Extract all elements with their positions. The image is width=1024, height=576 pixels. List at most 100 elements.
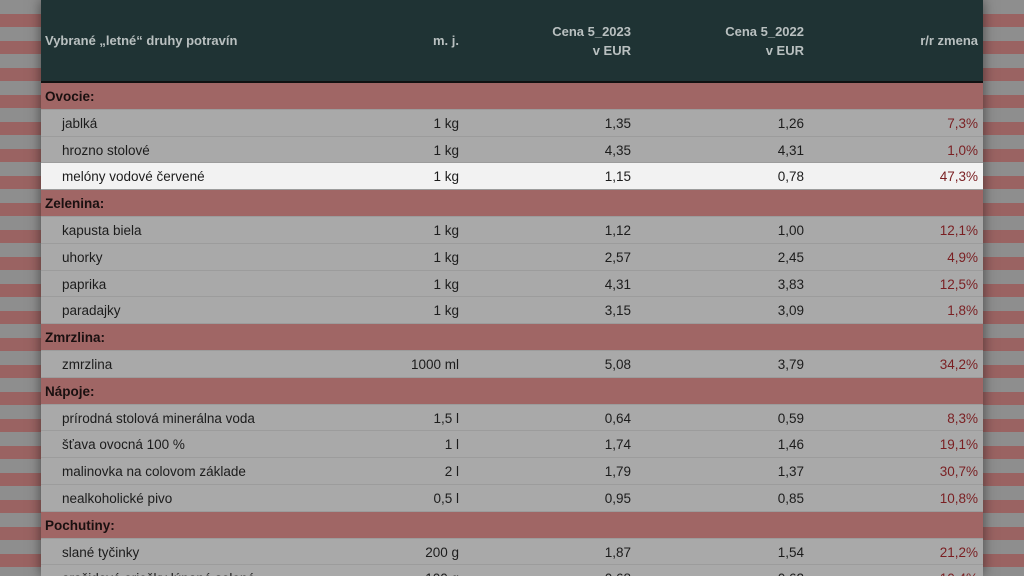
table-row: uhorky 1 kg 2,57 2,45 4,9%: [41, 243, 983, 271]
cell-p22: 2,45: [777, 249, 804, 265]
cell-name: šťava ovocná 100 %: [62, 437, 185, 453]
cell-p22: 0,62: [778, 571, 804, 576]
cell-unit: 1,5 l: [433, 410, 459, 426]
header-price-2023: Cena 5_2023 v EUR: [552, 24, 631, 58]
cell-name: Nápoje:: [45, 383, 95, 399]
cell-p22: 1,54: [777, 544, 804, 560]
blurred-background-left: [0, 0, 41, 576]
cell-unit: 100 g: [425, 571, 459, 576]
cell-p23: 3,15: [604, 303, 631, 319]
cell-p23: 4,35: [604, 142, 631, 158]
cell-p23: 1,35: [604, 115, 631, 131]
cell-p23: 4,31: [604, 276, 631, 292]
cell-name: jablká: [62, 115, 98, 131]
cell-unit: 1000 ml: [410, 356, 459, 372]
cell-p22: 1,37: [777, 464, 804, 480]
header-unit: m. j.: [432, 33, 459, 48]
cell-p22: 1,46: [777, 437, 804, 453]
cell-chg: 8,3%: [947, 410, 978, 426]
header-price-2023-line1: Cena 5_2023: [552, 24, 631, 39]
cell-chg: 1,8%: [947, 303, 978, 319]
blurred-background-right: [983, 0, 1024, 576]
cell-p23: 1,12: [604, 222, 631, 238]
cell-chg: 12,1%: [939, 222, 978, 238]
category-row: Nápoje:: [41, 377, 983, 405]
cell-chg: 34,2%: [939, 356, 978, 372]
cell-name: hrozno stolové: [62, 142, 150, 158]
cell-p22: 1,00: [777, 222, 804, 238]
table-row: jablká 1 kg 1,35 1,26 7,3%: [41, 109, 983, 137]
cell-name: Zelenina:: [45, 196, 105, 212]
cell-name: slané tyčinky: [62, 544, 140, 560]
cell-chg: 4,9%: [947, 249, 978, 265]
cell-unit: 1 kg: [433, 169, 459, 185]
cell-name: prírodná stolová minerálna voda: [62, 410, 255, 426]
cell-p22: 4,31: [777, 142, 804, 158]
cell-chg: 30,7%: [939, 464, 978, 480]
cell-name: arašidové oriešky lúpané solené: [62, 571, 255, 576]
table-row: hrozno stolové 1 kg 4,35 4,31 1,0%: [41, 136, 983, 164]
table-row: šťava ovocná 100 % 1 l 1,74 1,46 19,1%: [41, 431, 983, 459]
cell-p23: 2,57: [604, 249, 631, 265]
cell-unit: 1 l: [444, 437, 459, 453]
header-price-2022-line2: v EUR: [765, 43, 804, 58]
cell-p22: 3,83: [777, 276, 804, 292]
header-price-2022-line1: Cena 5_2022: [725, 24, 804, 39]
table-row: nealkoholické pivo 0,5 l 0,95 0,85 10,8%: [41, 484, 983, 512]
cell-unit: 1 kg: [433, 276, 459, 292]
cell-unit: 1 kg: [433, 142, 459, 158]
cell-p23: 1,87: [604, 544, 631, 560]
cell-chg: 10,4%: [940, 571, 978, 576]
cell-p22: 0,59: [777, 410, 804, 426]
table-row: arašidové oriešky lúpané solené 100 g 0,68…: [41, 565, 983, 576]
cell-unit: 200 g: [425, 544, 459, 560]
cell-p22: 0,85: [777, 490, 804, 506]
cell-unit: 1 kg: [433, 303, 459, 319]
cell-name: malinovka na colovom základe: [62, 464, 246, 480]
cell-p23: 1,79: [604, 464, 631, 480]
cell-name: paradajky: [62, 303, 121, 319]
cell-name: kapusta biela: [62, 222, 142, 238]
header-name: Vybrané „letné“ druhy potravín: [45, 33, 238, 48]
cell-name: Pochutiny:: [45, 517, 115, 533]
cell-p22: 3,79: [777, 356, 804, 372]
table-header: Vybrané „letné“ druhy potravín m. j. Cen…: [41, 0, 983, 83]
table-row: melóny vodové červené 1 kg 1,15 0,78 47,3%: [41, 163, 983, 191]
cell-name: nealkoholické pivo: [62, 490, 173, 506]
cell-name: Zmrzlina:: [45, 330, 106, 346]
cell-name: zmrzlina: [62, 356, 113, 372]
cell-p22: 0,78: [777, 169, 804, 185]
category-row: Pochutiny:: [41, 511, 983, 539]
cell-chg: 21,2%: [939, 544, 978, 560]
table-row: paprika 1 kg 4,31 3,83 12,5%: [41, 270, 983, 298]
cell-p23: 5,08: [604, 356, 631, 372]
table-body: Ovocie: jablká 1 kg 1,35 1,26 7,3% hrozno stol…: [41, 83, 983, 576]
cell-p23: 0,68: [605, 571, 631, 576]
cell-p23: 0,95: [604, 490, 631, 506]
category-row: Ovocie:: [41, 83, 983, 110]
cell-unit: 1 kg: [433, 222, 459, 238]
price-table: Vybrané „letné“ druhy potravín m. j. Cen…: [41, 0, 983, 576]
cell-p23: 1,74: [604, 437, 631, 453]
cell-p23: 0,64: [604, 410, 631, 426]
cell-chg: 10,8%: [939, 490, 978, 506]
cell-name: melóny vodové červené: [62, 169, 205, 185]
cell-unit: 1 kg: [433, 115, 459, 131]
table-row: paradajky 1 kg 3,15 3,09 1,8%: [41, 297, 983, 325]
category-row: Zelenina:: [41, 190, 983, 217]
cell-name: uhorky: [62, 249, 103, 265]
cell-name: paprika: [62, 276, 107, 292]
cell-p22: 1,26: [777, 115, 804, 131]
cell-chg: 1,0%: [947, 142, 978, 158]
table-row: kapusta biela 1 kg 1,12 1,00 12,1%: [41, 216, 983, 244]
cell-p22: 3,09: [777, 303, 804, 319]
cell-chg: 47,3%: [939, 169, 978, 185]
table-row: malinovka na colovom základe 2 l 1,79 1,37 3…: [41, 458, 983, 485]
table-row: zmrzlina 1000 ml 5,08 3,79 34,2%: [41, 350, 983, 378]
category-row: Zmrzlina:: [41, 324, 983, 351]
cell-chg: 19,1%: [939, 437, 978, 453]
cell-unit: 2 l: [444, 464, 459, 480]
header-price-2023-line2: v EUR: [592, 43, 631, 58]
header-change: r/r zmena: [920, 33, 978, 48]
cell-chg: 7,3%: [947, 115, 978, 131]
